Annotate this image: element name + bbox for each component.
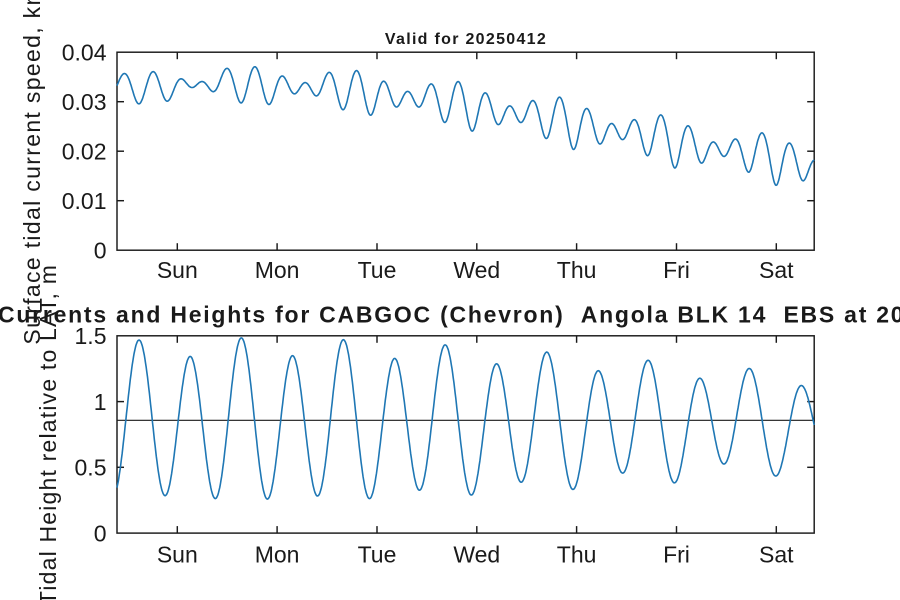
svg-text:Sat: Sat (759, 257, 794, 283)
svg-text:Fri: Fri (663, 257, 690, 283)
svg-text:Valid for 20250412: Valid for 20250412 (385, 31, 547, 48)
svg-text:Wed: Wed (453, 257, 500, 283)
svg-text:Thu: Thu (557, 542, 597, 568)
svg-text:Fri: Fri (663, 542, 690, 568)
svg-text:Tue: Tue (358, 542, 397, 568)
svg-text:Thu: Thu (557, 257, 597, 283)
svg-text:1: 1 (94, 389, 107, 415)
svg-text:Currents and Heights for CABGO: Currents and Heights for CABGOC (Chevron… (0, 302, 900, 328)
svg-text:Tue: Tue (358, 257, 397, 283)
svg-text:Mon: Mon (255, 257, 300, 283)
svg-text:0: 0 (94, 238, 107, 264)
svg-text:Sat: Sat (759, 542, 794, 568)
svg-text:Tidal Height relative to LAT,: Tidal Height relative to LAT, m (35, 264, 61, 600)
svg-text:1.5: 1.5 (75, 323, 107, 349)
svg-text:0: 0 (94, 521, 107, 547)
svg-text:Mon: Mon (255, 542, 300, 568)
svg-text:Sun: Sun (157, 257, 198, 283)
svg-text:Sun: Sun (157, 542, 198, 568)
svg-text:0.5: 0.5 (75, 455, 107, 481)
svg-text:0.01: 0.01 (62, 188, 107, 214)
svg-text:0.04: 0.04 (62, 40, 107, 66)
svg-text:0.02: 0.02 (62, 139, 107, 165)
svg-text:Wed: Wed (453, 542, 500, 568)
svg-text:0.03: 0.03 (62, 89, 107, 115)
svg-text:Surface tidal current speed, k: Surface tidal current speed, kn (19, 0, 45, 345)
